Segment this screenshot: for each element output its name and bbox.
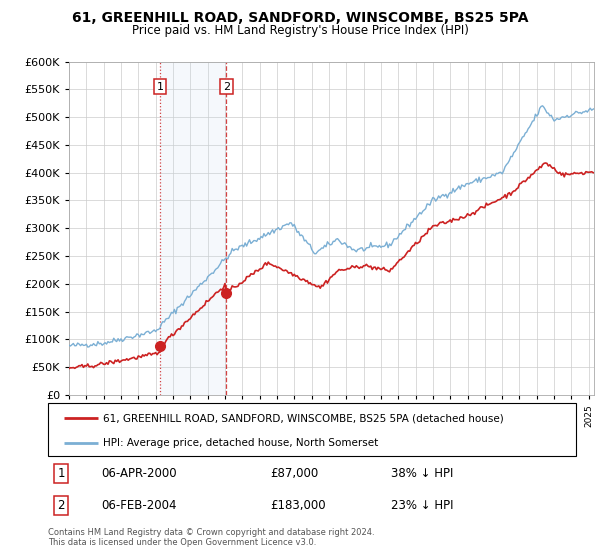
Text: Contains HM Land Registry data © Crown copyright and database right 2024.
This d: Contains HM Land Registry data © Crown c… bbox=[48, 528, 374, 547]
Text: 2: 2 bbox=[58, 499, 65, 512]
Text: 06-FEB-2004: 06-FEB-2004 bbox=[101, 499, 176, 512]
Text: 23% ↓ HPI: 23% ↓ HPI bbox=[391, 499, 454, 512]
Text: 2: 2 bbox=[223, 82, 230, 92]
Text: £87,000: £87,000 bbox=[270, 467, 318, 480]
Text: 1: 1 bbox=[58, 467, 65, 480]
Text: 61, GREENHILL ROAD, SANDFORD, WINSCOMBE, BS25 5PA: 61, GREENHILL ROAD, SANDFORD, WINSCOMBE,… bbox=[72, 11, 528, 25]
Text: 38% ↓ HPI: 38% ↓ HPI bbox=[391, 467, 454, 480]
Text: £183,000: £183,000 bbox=[270, 499, 325, 512]
Text: 1: 1 bbox=[157, 82, 163, 92]
Text: 06-APR-2000: 06-APR-2000 bbox=[101, 467, 176, 480]
Bar bbox=[160, 62, 226, 395]
Text: 61, GREENHILL ROAD, SANDFORD, WINSCOMBE, BS25 5PA (detached house): 61, GREENHILL ROAD, SANDFORD, WINSCOMBE,… bbox=[103, 413, 504, 423]
Text: Price paid vs. HM Land Registry's House Price Index (HPI): Price paid vs. HM Land Registry's House … bbox=[131, 24, 469, 36]
Text: HPI: Average price, detached house, North Somerset: HPI: Average price, detached house, Nort… bbox=[103, 438, 379, 448]
